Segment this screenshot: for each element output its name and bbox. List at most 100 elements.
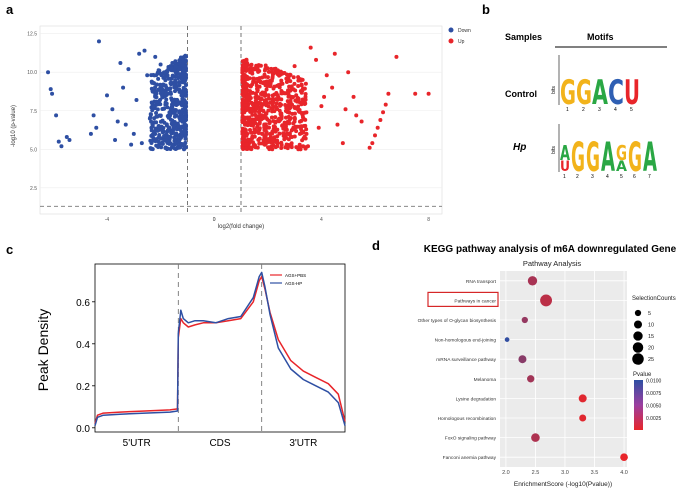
volcano-point-down [184,54,189,59]
kegg-x-tick: 4.0 [620,470,628,476]
volcano-point-down [165,140,170,145]
kegg-point [504,337,510,342]
volcano-point-down [131,131,136,136]
volcano-point-up [285,143,290,148]
series-line-ags-hp [94,271,346,426]
color-legend-tick: 0.0050 [646,404,662,410]
volcano-point-up [257,121,262,126]
volcano-legend: Down Up [448,27,471,45]
volcano-point-up [246,137,251,142]
volcano-x-tick: 4 [320,217,323,223]
color-legend-tick: 0.0075 [646,391,662,397]
region-label: CDS [209,438,230,449]
volcano-point-down [59,144,64,149]
volcano-point-up [241,94,246,99]
volcano-point-up [273,115,278,120]
volcano-point-up [291,121,296,126]
volcano-point-down [169,130,174,135]
volcano-point-down [177,67,182,72]
volcano-point-down [180,63,185,68]
volcano-point-up [245,95,250,100]
volcano-point-up [277,108,282,113]
volcano-point-up [316,125,321,130]
highlight-box [427,291,499,308]
volcano-point-down [154,137,159,142]
volcano-point-up [242,136,247,141]
kegg-title: KEGG pathway analysis of m6A downregulat… [424,244,677,255]
volcano-point-up [262,72,267,77]
volcano-point-down [172,101,177,106]
kegg-category-label: Melanoma [474,377,497,383]
volcano-point-up [290,95,295,100]
volcano-point-up [299,111,304,116]
volcano-point-down [156,125,161,130]
motif-pos-control-4: 4 [614,107,617,113]
size-legend-marker [633,320,643,329]
motif-pos-hp-3: 3 [591,174,594,180]
legend-down-marker [448,27,454,33]
motif-pos-hp-2: 2 [576,174,579,180]
volcano-point-down [180,80,185,85]
volcano-point-down [183,145,188,150]
volcano-point-down [134,97,139,102]
volcano-point-up [260,131,265,136]
volcano-point-down [177,83,182,88]
volcano-point-down [176,124,181,129]
kegg-point [578,394,587,403]
volcano-point-up [298,147,303,152]
volcano-point-up [300,77,305,82]
volcano-point-down [168,117,173,122]
volcano-point-up [292,81,297,86]
volcano-point-down [160,93,165,98]
kegg-x-tick: 2.0 [502,470,510,476]
motif-letter-control-4: C [608,73,624,113]
volcano-y-tick: 7.5 [30,109,37,115]
volcano-point-down [54,113,59,118]
volcano-point-up [274,101,279,106]
kegg-category-label: Fanconi anemia pathway [443,455,497,461]
motif-letter-hp-1: A [560,141,570,165]
volcano-point-up [295,99,300,104]
volcano-point-up [286,90,291,95]
volcano-point-down [184,82,189,87]
size-legend-value: 15 [648,334,654,340]
kegg-category-label: RNA transport [466,279,497,285]
volcano-point-down [182,91,187,96]
size-legend-value: 20 [648,346,654,352]
volcano-point-up [265,117,270,122]
volcano-point-up [240,67,245,72]
volcano-point-up [299,82,304,87]
volcano-point-up [245,123,250,128]
volcano-point-down [126,67,131,72]
motif-pos-hp-1: 1 [563,174,566,180]
volcano-point-up [264,132,269,137]
kegg-point [527,375,535,383]
volcano-point-up [240,105,245,110]
volcano-point-up [293,88,298,93]
volcano-point-down [172,146,177,151]
volcano-point-up [280,81,285,86]
volcano-point-down [162,138,167,143]
volcano-point-down [129,142,134,147]
volcano-point-up [270,147,275,152]
motif-pos-hp-5: 5 [620,174,623,180]
volcano-point-up [296,84,301,89]
volcano-point-down [172,138,177,143]
volcano-point-up [273,120,278,125]
volcano-point-down [172,60,177,65]
volcano-point-up [286,94,291,99]
volcano-point-up [303,81,308,86]
volcano-point-up [264,87,269,92]
kegg-plot-area [500,271,627,467]
size-legend-title: SelectionCounts [632,296,676,302]
volcano-point-up [373,133,377,138]
size-legend-marker [632,353,644,365]
volcano-point-down [145,73,150,78]
volcano-point-down [167,135,172,140]
volcano-point-up [241,127,246,132]
volcano-point-down [110,107,115,112]
volcano-point-up [346,70,351,75]
volcano-point-down [154,110,159,115]
volcano-point-up [256,79,261,84]
motif-header-samples: Samples [505,32,542,42]
